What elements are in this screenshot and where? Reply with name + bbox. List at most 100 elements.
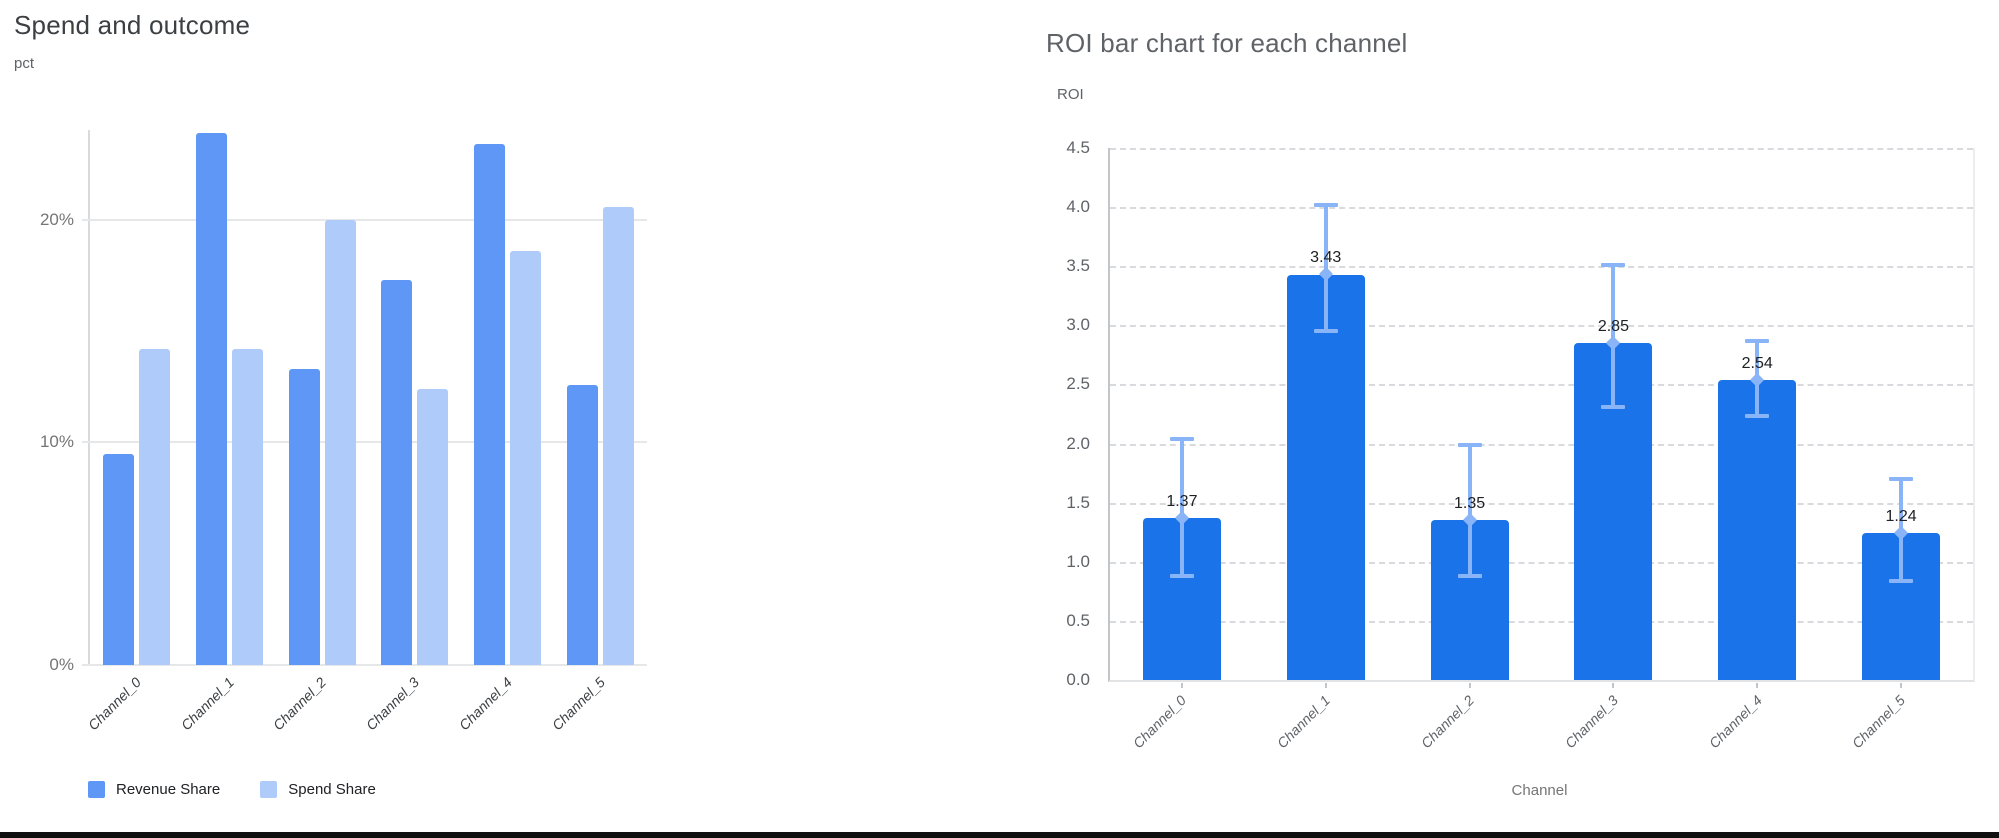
- bar-revenue-share: [288, 369, 320, 665]
- error-bar-cap-top: [1601, 263, 1626, 268]
- y-tick-label: 10%: [39, 432, 74, 452]
- y-tick-label: 2.5: [1066, 374, 1090, 394]
- gridline: [1110, 325, 1973, 328]
- value-label: 1.24: [1885, 508, 1917, 526]
- value-label: 3.43: [1310, 249, 1342, 267]
- x-tick-label: Channel_1: [1273, 692, 1334, 752]
- error-bar-cap-top: [1169, 436, 1194, 441]
- bar-revenue-share: [102, 453, 134, 665]
- x-tick-label: Channel_4: [1705, 692, 1765, 752]
- error-bar-stem: [1611, 265, 1616, 407]
- error-bar-cap-bottom: [1889, 578, 1914, 583]
- x-axis-tick: [1468, 683, 1471, 688]
- y-tick-label: 20%: [39, 209, 74, 229]
- bar-spend-share: [603, 206, 635, 665]
- bar-spend-share: [231, 349, 263, 665]
- x-tick-label: Channel_3: [363, 674, 423, 734]
- y-tick-label: 0.5: [1066, 610, 1090, 630]
- x-tick-label: Channel_4: [455, 674, 516, 734]
- x-axis-label-channel: Channel: [1511, 782, 1568, 799]
- bar-revenue-share: [474, 144, 506, 665]
- error-bar-cap-bottom: [1745, 414, 1770, 419]
- error-bar-cap-bottom: [1601, 404, 1626, 409]
- bar-series: 1.37 3.43 1.35 2.85 2.54 1.24: [1110, 148, 1973, 688]
- bar-group: [90, 130, 183, 665]
- y-tick-label: 4.5: [1066, 138, 1090, 157]
- y-tick-label: 4.0: [1066, 197, 1090, 217]
- bar-group: [461, 130, 554, 665]
- error-bar-stem: [1467, 444, 1472, 576]
- chart-title-roi: ROI bar chart for each channel: [1046, 28, 1408, 58]
- bar-slot: 1.37: [1110, 148, 1254, 688]
- x-tick-label: Channel_3: [1561, 692, 1621, 752]
- bar-series: [90, 130, 647, 665]
- legend-item-revenue-share: Revenue Share: [88, 781, 220, 798]
- bar-revenue-share: [567, 384, 599, 665]
- bar-spend-share: [324, 219, 356, 665]
- bar-slot: 2.85: [1541, 148, 1685, 688]
- legend: Revenue Share Spend Share: [88, 781, 376, 798]
- bar-spend-share: [417, 389, 449, 665]
- plot-area: 1.37 3.43 1.35 2.85 2.54 1.24: [1108, 148, 1975, 688]
- gridline: [82, 218, 647, 221]
- gridline: [1110, 384, 1973, 387]
- x-tick-label: Channel_2: [270, 674, 330, 734]
- gridline: [1110, 148, 1973, 150]
- y-tick-label: 0%: [49, 655, 74, 674]
- x-axis-tick: [1900, 683, 1903, 688]
- gridline: [1110, 207, 1973, 210]
- y-axis-label-pct: pct: [14, 55, 35, 72]
- x-tick-label: Channel_5: [1849, 692, 1909, 752]
- bar-spend-share: [138, 349, 170, 665]
- gridline: [1110, 266, 1973, 269]
- chart-title-spend-outcome: Spend and outcome: [14, 10, 251, 40]
- error-bar-cap-bottom: [1313, 329, 1338, 334]
- y-tick-label: 1.5: [1066, 492, 1090, 512]
- error-bar-cap-bottom: [1457, 573, 1482, 578]
- value-label: 1.35: [1453, 495, 1486, 513]
- x-tick-label: Channel_1: [177, 674, 237, 734]
- roi-bar: [1718, 379, 1797, 680]
- y-tick-label: 3.5: [1066, 256, 1090, 276]
- error-bar-stem: [1179, 438, 1184, 576]
- x-axis-tick: [1180, 683, 1183, 688]
- x-tick-label: Channel_2: [1417, 692, 1477, 752]
- error-bar-cap-top: [1457, 442, 1482, 447]
- bar-slot: 3.43: [1254, 148, 1398, 688]
- error-bar-cap-top: [1889, 477, 1914, 482]
- gridline: [82, 441, 647, 444]
- y-tick-label: 1.0: [1066, 551, 1090, 571]
- y-axis-label-roi: ROI: [1057, 86, 1084, 103]
- legend-label-revenue: Revenue Share: [116, 781, 221, 798]
- gridline: [1110, 443, 1973, 446]
- x-tick-label: Channel_0: [1130, 692, 1190, 752]
- bar-slot: 1.35: [1398, 148, 1542, 688]
- bottom-border: [0, 832, 1999, 838]
- roi-bar: [1286, 274, 1365, 680]
- bar-group: [554, 130, 647, 665]
- bar-revenue-share: [195, 133, 227, 665]
- bar-group: [183, 130, 276, 665]
- y-tick-label: 0.0: [1066, 670, 1090, 689]
- gridline: [1110, 502, 1973, 505]
- bar-revenue-share: [381, 280, 413, 665]
- x-axis-tick: [1324, 683, 1327, 688]
- x-axis-tick: [1612, 683, 1615, 688]
- bar-group: [368, 130, 461, 665]
- plot-area: [82, 130, 647, 666]
- legend-label-spend: Spend Share: [288, 781, 376, 798]
- y-axis-tick-labels: 0.0 0.5 1.0 1.5 2.0 2.5 3.0 3.5 4.0 4.5: [1040, 138, 1102, 689]
- bar-slot: 1.24: [1829, 148, 1973, 688]
- legend-item-spend-share: Spend Share: [260, 781, 376, 798]
- bar-spend-share: [510, 251, 542, 665]
- bar-slot: 2.54: [1685, 148, 1829, 688]
- x-tick-label: Channel_0: [84, 674, 144, 734]
- gridline: [82, 664, 647, 666]
- error-bar-cap-top: [1313, 202, 1338, 207]
- legend-swatch-revenue: [88, 781, 105, 798]
- legend-swatch-spend: [260, 781, 278, 798]
- bar-group: [276, 130, 369, 665]
- value-label: 2.85: [1597, 318, 1629, 336]
- error-bar-cap-bottom: [1169, 573, 1194, 578]
